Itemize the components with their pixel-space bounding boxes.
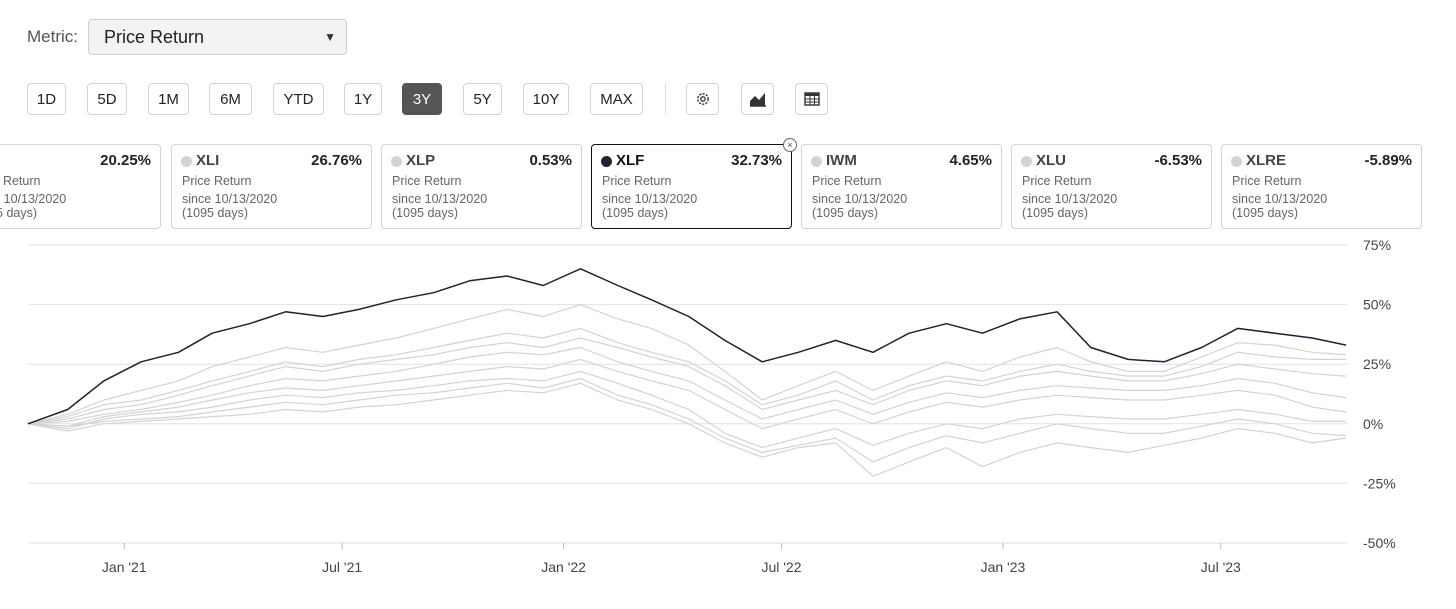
- table-icon: [803, 92, 820, 106]
- card-metric: Price Return: [0, 174, 41, 188]
- card-metric: Price Return: [1232, 174, 1302, 188]
- series-line: [27, 377, 1347, 463]
- card-since: since 10/13/2020: [812, 192, 908, 206]
- card-return: 26.76%: [311, 152, 362, 169]
- y-tick-label: 25%: [1363, 356, 1391, 372]
- card-metric: Price Return: [392, 174, 462, 188]
- card-since: since 10/13/2020: [1232, 192, 1328, 206]
- metric-row: Metric: Price Return ▼: [27, 19, 347, 55]
- x-tick-label: Jan '22: [541, 559, 586, 575]
- card-return: 20.25%: [100, 152, 151, 169]
- range-toolbar: 1D 5D 1M 6M YTD 1Y 3Y 5Y 10Y MAX: [0, 83, 1456, 115]
- metric-select-value: Price Return: [104, 26, 205, 47]
- series-line: [27, 370, 1346, 449]
- series-line: [27, 303, 1347, 425]
- card-metric: Price Return: [182, 174, 252, 188]
- card-return: 4.65%: [949, 152, 992, 169]
- card-ticker: IWM: [826, 152, 857, 169]
- card-metric: Price Return: [1022, 174, 1092, 188]
- series-line: [27, 346, 1347, 425]
- card-days: (1095 days): [812, 206, 879, 220]
- range-button-1m[interactable]: 1M: [148, 83, 189, 115]
- range-button-max[interactable]: MAX: [590, 83, 643, 115]
- card-days: (1095 days): [1022, 206, 1089, 220]
- metric-select[interactable]: Price Return ▼: [88, 19, 347, 55]
- card-ticker: XLP: [406, 152, 436, 169]
- x-tick-label: Jul '23: [1201, 559, 1241, 575]
- series-dot-icon: [601, 156, 612, 167]
- card-since: since 10/13/2020: [602, 192, 698, 206]
- card-metric: Price Return: [602, 174, 672, 188]
- ticker-card-xlre[interactable]: XLRE -5.89% Price Return since 10/13/202…: [1221, 144, 1422, 229]
- range-button-5d[interactable]: 5D: [87, 83, 127, 115]
- card-days: (1095 days): [602, 206, 669, 220]
- ticker-card-xli[interactable]: XLI 26.76% Price Return since 10/13/2020…: [171, 144, 372, 229]
- card-ticker: XLU: [1036, 152, 1066, 169]
- settings-button[interactable]: [686, 83, 719, 115]
- card-ticker: XLRE: [1246, 152, 1287, 169]
- ticker-cards: 20.25% Price Return since 10/13/2020 (10…: [0, 144, 1456, 230]
- ticker-card-iwm[interactable]: IWM 4.65% Price Return since 10/13/2020 …: [801, 144, 1002, 229]
- x-tick-label: Jul '22: [761, 559, 801, 575]
- range-button-ytd[interactable]: YTD: [273, 83, 324, 115]
- series-dot-icon: [1021, 156, 1032, 167]
- card-return: 32.73%: [731, 152, 782, 169]
- card-ticker: XLF: [616, 152, 645, 169]
- table-view-button[interactable]: [795, 83, 828, 115]
- card-since: since 10/13/2020: [0, 192, 67, 206]
- card-days: (1095 days): [392, 206, 459, 220]
- range-button-3y[interactable]: 3Y: [402, 83, 442, 115]
- card-days: (1095 days): [0, 206, 38, 220]
- card-days: (1095 days): [182, 206, 249, 220]
- close-icon[interactable]: ×: [783, 138, 797, 152]
- y-tick-label: 75%: [1363, 237, 1391, 253]
- card-ticker: XLI: [196, 152, 220, 169]
- card-days: (1095 days): [1232, 206, 1299, 220]
- series-line: [27, 337, 1347, 425]
- series-line: [27, 327, 1346, 425]
- card-since: since 10/13/2020: [182, 192, 278, 206]
- chevron-down-icon: ▼: [324, 30, 336, 44]
- x-tick-label: Jul '21: [322, 559, 362, 575]
- series-line: [27, 358, 1347, 430]
- range-button-5y[interactable]: 5Y: [463, 83, 502, 115]
- ticker-card-xlu[interactable]: XLU -6.53% Price Return since 10/13/2020…: [1011, 144, 1212, 229]
- card-since: since 10/13/2020: [1022, 192, 1118, 206]
- range-button-1y[interactable]: 1Y: [344, 83, 382, 115]
- line-chart: 75% 50% 25% 0% -25% -50% Jan '21 Jul '21 Jan '22…: [27, 237, 1396, 575]
- series-dot-icon: [811, 156, 822, 167]
- series-line-xlf: [27, 268, 1347, 425]
- y-tick-label: -50%: [1363, 535, 1396, 551]
- card-metric: Price Return: [812, 174, 882, 188]
- card-return: 0.53%: [529, 152, 572, 169]
- x-tick-label: Jan '21: [102, 559, 147, 575]
- series-dot-icon: [181, 156, 192, 167]
- y-tick-label: -25%: [1363, 475, 1396, 491]
- range-button-6m[interactable]: 6M: [209, 83, 252, 115]
- range-button-10y[interactable]: 10Y: [523, 83, 569, 115]
- chart-type-button[interactable]: [741, 83, 774, 115]
- series-dot-icon: [391, 156, 402, 167]
- series-line: [27, 382, 1347, 477]
- ticker-card-xlf[interactable]: XLF 32.73% Price Return since 10/13/2020…: [591, 144, 792, 229]
- range-button-1d[interactable]: 1D: [27, 83, 66, 115]
- series-dot-icon: [1231, 156, 1242, 167]
- ticker-card-xlp[interactable]: XLP 0.53% Price Return since 10/13/2020 …: [381, 144, 582, 229]
- card-return: -6.53%: [1154, 152, 1202, 169]
- card-since: since 10/13/2020: [392, 192, 488, 206]
- y-tick-label: 0%: [1363, 416, 1383, 432]
- metric-label: Metric:: [27, 27, 78, 46]
- card-return: -5.89%: [1364, 152, 1412, 169]
- ticker-card[interactable]: 20.25% Price Return since 10/13/2020 (10…: [0, 144, 161, 229]
- y-tick-label: 50%: [1363, 297, 1391, 313]
- x-tick-label: Jan '23: [981, 559, 1026, 575]
- area-chart-icon: [749, 93, 766, 107]
- gear-icon: [696, 93, 709, 105]
- toolbar-divider: [665, 83, 666, 115]
